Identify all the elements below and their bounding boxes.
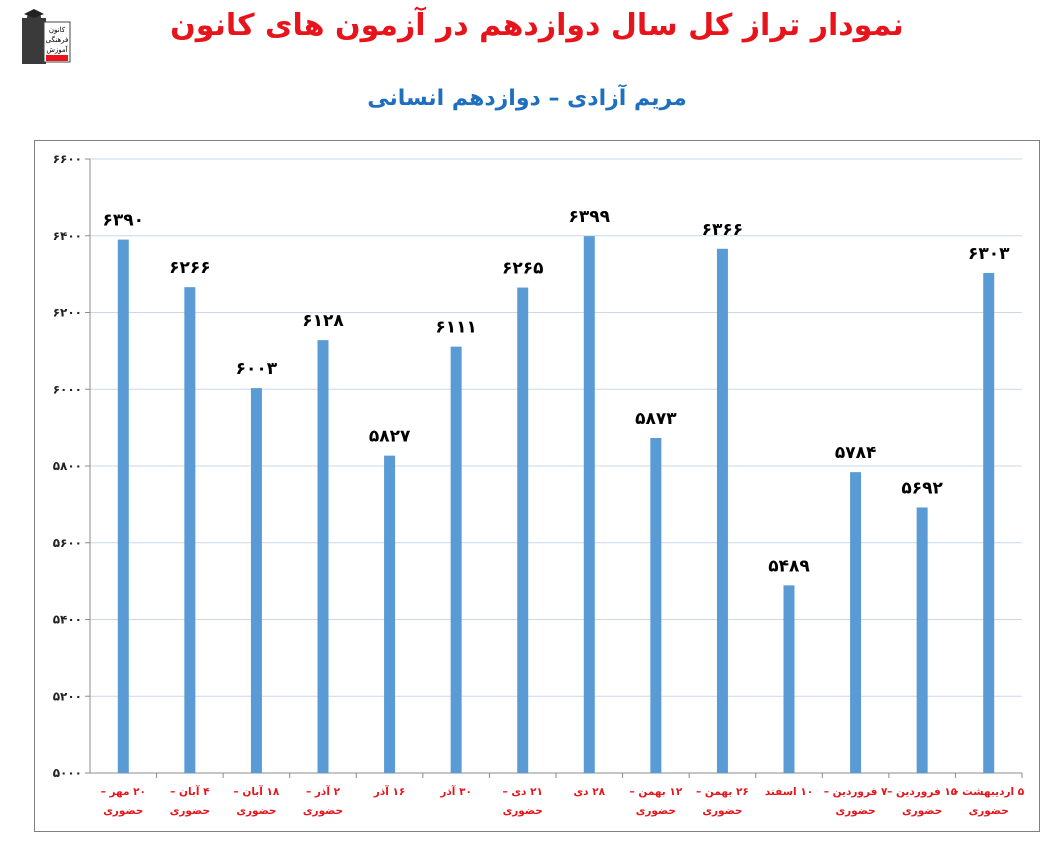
data-label: ۶۳۶۶ xyxy=(702,220,744,240)
bar xyxy=(450,346,462,773)
x-tick-label: حضوری xyxy=(303,805,343,817)
bar xyxy=(983,272,995,773)
data-label: ۶۰۰۳ xyxy=(236,359,278,379)
x-tick-label: ۲ آذر – xyxy=(306,785,341,798)
chart-frame: ۵۰۰۰ ۵۲۰۰ ۵۴۰۰ ۵۶۰۰ ۵۸۰۰ ۶۰۰۰ ۶۲۰۰ ۶۴۰۰ ۶۶۰۰ ۶۳۹۰… xyxy=(34,140,1040,832)
x-tick-label: حضوری xyxy=(902,805,942,817)
x-tick-label: ۷ فروردین – xyxy=(824,786,888,798)
y-tick-label: ۵۸۰۰ xyxy=(53,459,82,473)
bar xyxy=(850,472,862,773)
x-tick-label: ۳۰ آذر xyxy=(439,785,472,798)
y-tick-label: ۶۶۰۰ xyxy=(53,152,82,166)
bar xyxy=(650,437,662,773)
bar xyxy=(716,248,728,774)
bar xyxy=(250,388,262,773)
x-tick-label: ۲۰ مهر – xyxy=(101,786,146,798)
y-tick-label: ۵۴۰۰ xyxy=(53,613,82,627)
bar xyxy=(517,287,529,773)
kanoon-logo-icon: کانون فرهنگی آموزش xyxy=(20,8,72,70)
bar xyxy=(783,585,795,773)
y-tick-label: ۶۴۰۰ xyxy=(53,229,82,243)
x-tick-label: ۱۶ آذر xyxy=(373,785,406,798)
x-tick-label: حضوری xyxy=(702,805,742,817)
bar xyxy=(117,239,129,773)
data-label: ۶۱۱۱ xyxy=(435,318,477,338)
logo-text-1: کانون xyxy=(49,26,66,34)
x-tick-label: حضوری xyxy=(969,805,1009,817)
x-tick-label: حضوری xyxy=(170,805,210,817)
y-tick-label: ۵۰۰۰ xyxy=(53,766,82,780)
x-tick-label: ۱۲ بهمن – xyxy=(629,786,682,798)
data-label: ۵۷۸۴ xyxy=(835,443,877,463)
bar xyxy=(384,455,396,773)
data-label: ۵۸۷۳ xyxy=(635,409,677,429)
chart-title: نمودار تراز کل سال دوازدهم در آزمون های … xyxy=(170,8,904,43)
bar-chart: ۵۰۰۰ ۵۲۰۰ ۵۴۰۰ ۵۶۰۰ ۵۸۰۰ ۶۰۰۰ ۶۲۰۰ ۶۴۰۰ ۶۶۰۰ ۶۳۹۰… xyxy=(53,152,1025,817)
bar xyxy=(916,507,928,773)
x-tick-label: حضوری xyxy=(835,805,875,817)
data-label: ۶۳۹۰ xyxy=(103,211,145,231)
x-tick-label: ۱۵ فروردین – xyxy=(887,786,958,798)
x-tick-label: حضوری xyxy=(503,805,543,817)
data-label: ۶۳۰۳ xyxy=(968,244,1010,264)
x-tick-label: ۲۱ دی – xyxy=(503,786,543,798)
y-tick-label: ۶۰۰۰ xyxy=(53,382,82,396)
y-tick-label: ۶۲۰۰ xyxy=(53,306,82,320)
x-tick-label: ۴ آبان – xyxy=(170,785,210,798)
x-tick-label: ۱۰ اسفند xyxy=(765,786,813,798)
data-label: ۵۸۲۷ xyxy=(369,427,411,447)
y-tick-label: ۵۶۰۰ xyxy=(53,536,82,550)
x-tick-label: ۱۸ آبان – xyxy=(234,785,280,798)
x-tick-label: ۲۸ دی xyxy=(574,786,606,798)
data-label: ۶۳۹۹ xyxy=(569,207,611,227)
x-tick-label: حضوری xyxy=(636,805,676,817)
data-label: ۶۲۶۶ xyxy=(169,258,211,278)
x-tick-label: حضوری xyxy=(103,805,143,817)
x-tick-label: ۲۶ بهمن – xyxy=(696,786,749,798)
bar xyxy=(317,340,329,773)
bar xyxy=(184,287,196,773)
chart-subtitle: مریم آزادی – دوازدهم انسانی xyxy=(367,86,687,111)
y-tick-label: ۵۲۰۰ xyxy=(53,689,82,703)
logo-text-3: آموزش xyxy=(46,45,68,54)
data-label: ۶۲۶۵ xyxy=(502,259,544,279)
x-tick-label: ۵ اردیبهشت – xyxy=(953,786,1025,798)
logo-text-2: فرهنگی xyxy=(46,35,69,44)
data-label: ۶۱۲۸ xyxy=(302,311,344,331)
data-label: ۵۴۸۹ xyxy=(768,556,810,576)
data-label: ۵۶۹۲ xyxy=(901,478,943,498)
bar xyxy=(583,236,595,773)
x-tick-label: حضوری xyxy=(236,805,276,817)
